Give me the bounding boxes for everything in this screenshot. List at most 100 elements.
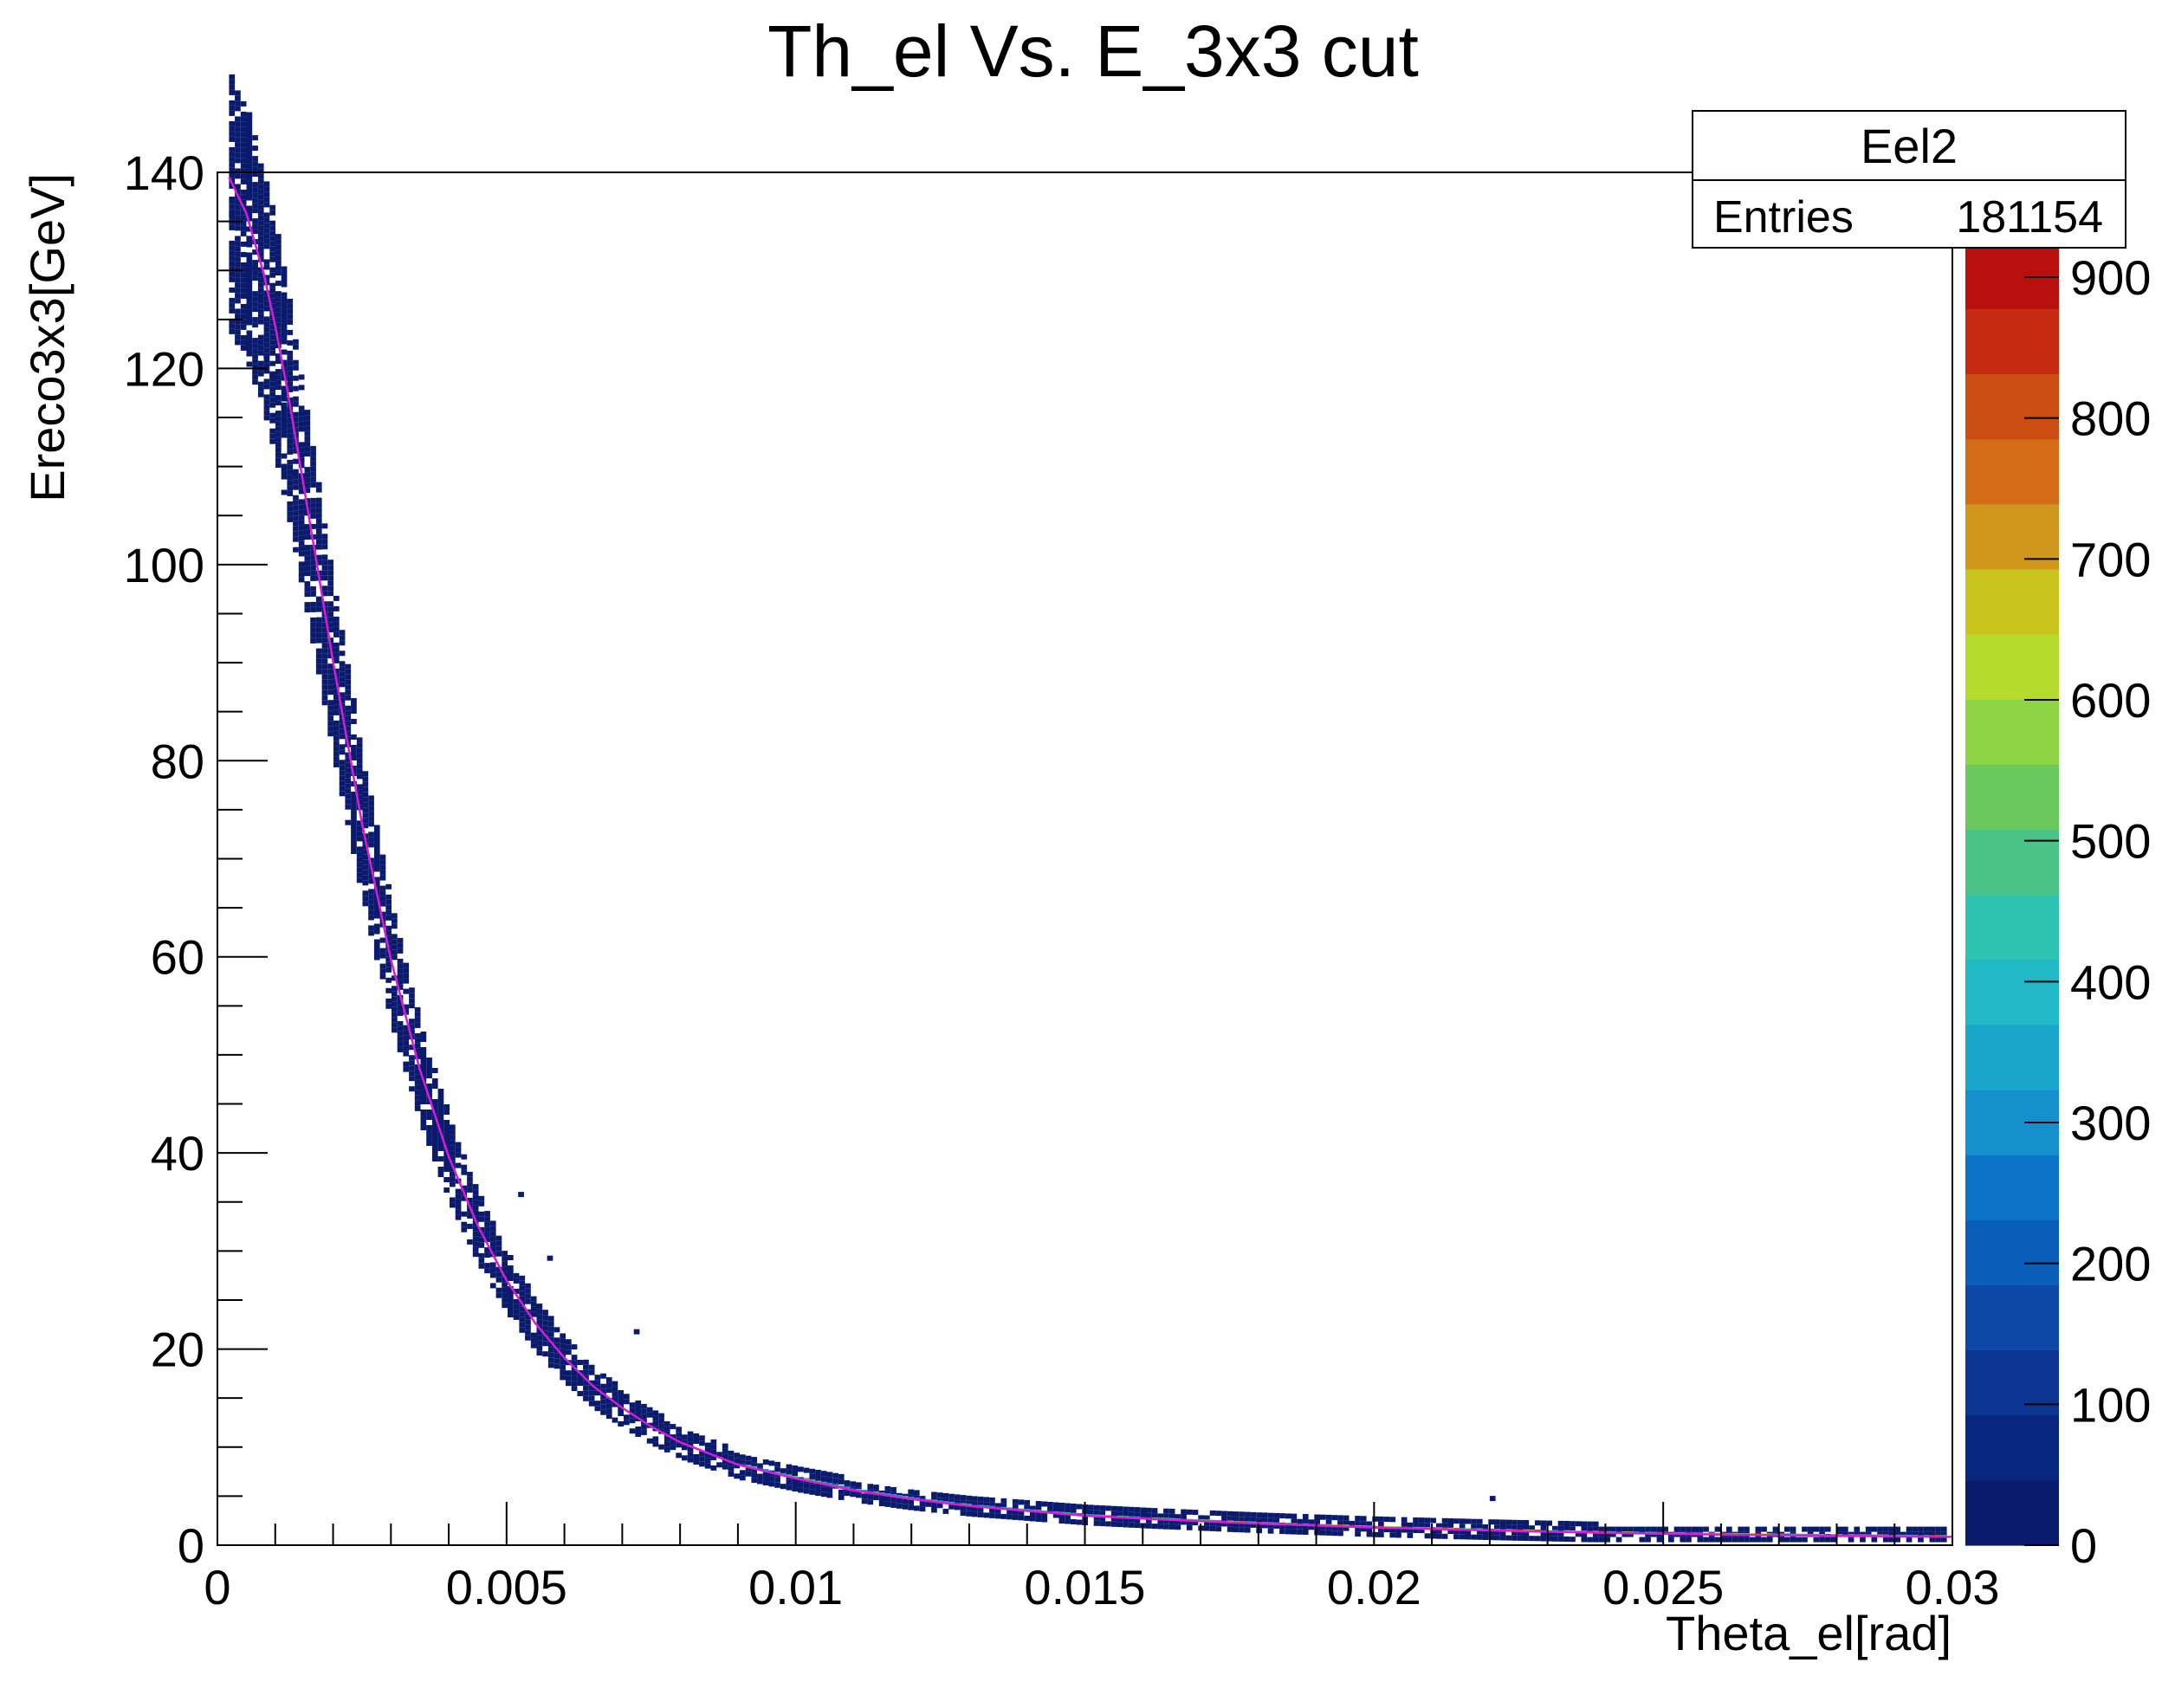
heatmap-bin	[437, 1167, 444, 1172]
heatmap-bin	[472, 1241, 479, 1247]
heatmap-bin	[745, 1471, 752, 1477]
heatmap-bin	[1227, 1516, 1233, 1522]
heatmap-bin	[321, 601, 328, 607]
heatmap-bin	[902, 1498, 909, 1504]
heatmap-bin	[293, 526, 299, 532]
heatmap-bin	[1123, 1506, 1129, 1512]
heatmap-bin	[542, 1325, 548, 1331]
heatmap-bin	[414, 1069, 421, 1075]
heatmap-bin	[368, 889, 374, 895]
heatmap-bin	[1093, 1510, 1100, 1516]
heatmap-bin	[275, 426, 282, 432]
heatmap-bin	[624, 1414, 630, 1420]
heatmap-bin	[954, 1504, 961, 1511]
heatmap-bin	[235, 314, 241, 320]
heatmap-bin	[1041, 1517, 1048, 1523]
heatmap-bin	[373, 954, 380, 961]
heatmap-bin	[304, 410, 311, 416]
heatmap-bin	[455, 1188, 462, 1194]
x-tick-label: 0.02	[1327, 1560, 1421, 1614]
heatmap-bin	[867, 1499, 874, 1505]
heatmap-bin	[629, 1428, 636, 1434]
heatmap-bin	[304, 482, 311, 488]
heatmap-bin	[275, 312, 282, 318]
heatmap-bin	[315, 534, 322, 540]
heatmap-bin	[1523, 1530, 1530, 1536]
stats-box: Eel2 Entries 181154	[1692, 110, 2126, 249]
heatmap-bin	[420, 1063, 427, 1068]
heatmap-bin	[1233, 1511, 1240, 1517]
heatmap-bin	[1070, 1519, 1077, 1524]
heatmap-bin	[368, 842, 374, 848]
heatmap-bin	[293, 515, 299, 521]
heatmap-bin	[269, 288, 275, 294]
heatmap-bin	[420, 1084, 427, 1089]
heatmap-bin	[1697, 1537, 1704, 1543]
heatmap-bin	[484, 1237, 490, 1243]
heatmap-bin	[1529, 1525, 1535, 1531]
heatmap-bin	[281, 292, 288, 298]
heatmap-bin	[513, 1309, 520, 1315]
heatmap-bin	[229, 219, 236, 225]
heatmap-bin	[1894, 1526, 1900, 1532]
heatmap-bin	[246, 283, 253, 289]
heatmap-bin	[356, 877, 363, 883]
heatmap-bin	[293, 500, 299, 506]
heatmap-bin	[519, 1285, 526, 1291]
heatmap-bin	[803, 1467, 810, 1473]
heatmap-bin	[356, 794, 363, 800]
heatmap-bin	[240, 334, 247, 340]
heatmap-bin	[542, 1336, 548, 1342]
heatmap-bin	[861, 1498, 868, 1504]
colorbar-tick-label: 300	[2070, 1096, 2151, 1150]
heatmap-bin	[321, 544, 328, 550]
heatmap-bin	[362, 771, 369, 777]
heatmap-bin	[1349, 1520, 1356, 1526]
heatmap-bin	[571, 1381, 578, 1387]
heatmap-bin	[235, 220, 241, 226]
heatmap-bin	[263, 217, 270, 223]
heatmap-bin	[1476, 1529, 1483, 1535]
heatmap-bin	[1918, 1537, 1924, 1543]
heatmap-bin	[257, 298, 264, 304]
heatmap-bin	[315, 632, 322, 638]
heatmap-bin	[339, 630, 346, 636]
heatmap-bin	[246, 133, 253, 139]
heatmap-bin	[1163, 1513, 1169, 1519]
colorbar-segment	[1965, 1220, 2059, 1285]
heatmap-bin	[1622, 1531, 1628, 1537]
heatmap-bin	[269, 412, 275, 418]
heatmap-bin	[467, 1187, 473, 1193]
heatmap-bin	[1790, 1537, 1796, 1543]
heatmap-bin	[792, 1465, 798, 1471]
heatmap-bin	[1314, 1514, 1320, 1520]
heatmap-bin	[1308, 1524, 1315, 1530]
heatmap-bin	[373, 903, 380, 909]
heatmap-bin	[1680, 1537, 1686, 1543]
heatmap-bin	[1813, 1526, 1820, 1532]
heatmap-bin	[815, 1470, 821, 1475]
heatmap-bin	[397, 1010, 404, 1016]
heatmap-bin	[1157, 1518, 1164, 1524]
heatmap-bin	[508, 1271, 514, 1276]
heatmap-bin	[1110, 1505, 1117, 1511]
heatmap-bin	[1076, 1519, 1083, 1525]
heatmap-bin	[304, 467, 311, 473]
heatmap-bin	[275, 437, 282, 443]
heatmap-bin	[263, 186, 270, 192]
heatmap-bin	[844, 1480, 851, 1486]
heatmap-bin	[774, 1466, 780, 1472]
heatmap-bin	[229, 210, 236, 217]
heatmap-bin	[368, 904, 374, 910]
heatmap-bin	[252, 348, 258, 354]
heatmap-bin	[229, 146, 236, 152]
heatmap-bin	[687, 1436, 694, 1442]
heatmap-bin	[321, 591, 328, 597]
heatmap-bin	[275, 255, 282, 261]
heatmap-bin	[420, 1047, 427, 1052]
heatmap-bin	[942, 1492, 949, 1498]
heatmap-bin	[676, 1452, 682, 1459]
heatmap-bin	[1035, 1511, 1042, 1517]
heatmap-bin	[362, 875, 369, 881]
heatmap-bin	[960, 1511, 967, 1517]
